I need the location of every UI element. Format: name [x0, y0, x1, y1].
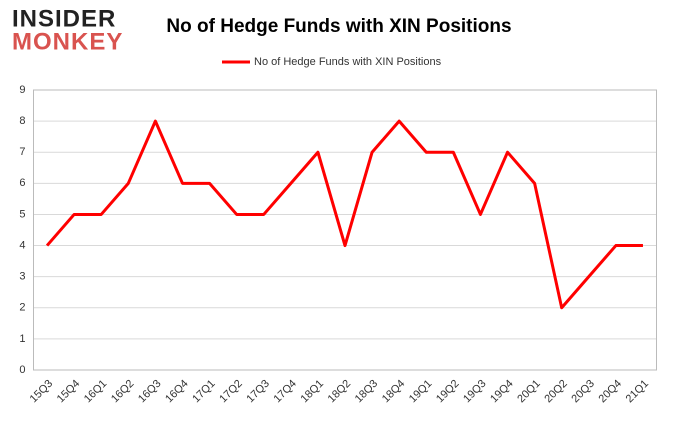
x-tick-label: 16Q4 — [163, 378, 191, 406]
y-tick-label: 6 — [19, 177, 25, 189]
x-tick-label: 20Q2 — [542, 378, 570, 406]
logo-line1: INSIDER — [12, 5, 116, 32]
data-line — [45, 119, 643, 310]
x-tick-label: 18Q1 — [299, 378, 327, 406]
x-tick-label: 18Q3 — [353, 378, 381, 406]
x-tick-label: 17Q4 — [271, 378, 299, 406]
y-tick-label: 3 — [19, 271, 25, 283]
x-tick-label: 17Q3 — [244, 378, 272, 406]
x-tick-label: 15Q4 — [55, 378, 83, 406]
y-tick-label: 0 — [19, 364, 25, 376]
y-tick-label: 2 — [19, 302, 25, 314]
x-tick-label: 15Q3 — [28, 378, 56, 406]
x-tick-label: 19Q2 — [434, 378, 462, 406]
x-tick-label: 17Q2 — [217, 378, 245, 406]
y-tick-label: 8 — [19, 115, 25, 127]
legend-label: No of Hedge Funds with XIN Positions — [254, 56, 442, 68]
y-tick-label: 1 — [19, 333, 25, 345]
x-tick-label: 19Q4 — [488, 378, 516, 406]
x-tick-label: 21Q1 — [624, 378, 652, 406]
x-tick-label: 20Q4 — [597, 378, 625, 406]
x-tick-label: 19Q3 — [461, 378, 489, 406]
x-tick-label: 19Q1 — [407, 378, 435, 406]
y-tick-label: 4 — [19, 239, 25, 251]
chart-title: No of Hedge Funds with XIN Positions — [166, 16, 511, 37]
x-tick-label: 16Q3 — [136, 378, 164, 406]
x-tick-label: 20Q1 — [515, 378, 543, 406]
x-tick-label: 18Q2 — [326, 378, 354, 406]
y-tick-label: 9 — [19, 84, 25, 96]
x-tick-label: 16Q2 — [109, 378, 137, 406]
x-tick-label: 20Q3 — [569, 378, 597, 406]
x-tick-label: 16Q1 — [82, 378, 110, 406]
plot-border — [33, 89, 657, 371]
y-tick-label: 7 — [19, 146, 25, 158]
y-tick-label: 5 — [19, 208, 25, 220]
x-tick-label: 17Q1 — [190, 378, 218, 406]
logo-line2: MONKEY — [12, 28, 123, 55]
x-tick-label: 18Q4 — [380, 378, 408, 406]
